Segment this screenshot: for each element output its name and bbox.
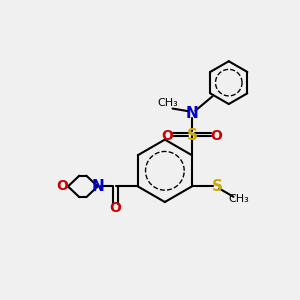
Text: S: S [212, 179, 223, 194]
Text: N: N [91, 179, 104, 194]
Text: N: N [185, 106, 198, 121]
Text: O: O [110, 201, 122, 215]
Text: O: O [211, 129, 223, 143]
Text: S: S [186, 128, 197, 143]
Text: CH₃: CH₃ [229, 194, 249, 204]
Text: O: O [161, 129, 173, 143]
Text: CH₃: CH₃ [158, 98, 178, 108]
Text: O: O [56, 179, 68, 194]
